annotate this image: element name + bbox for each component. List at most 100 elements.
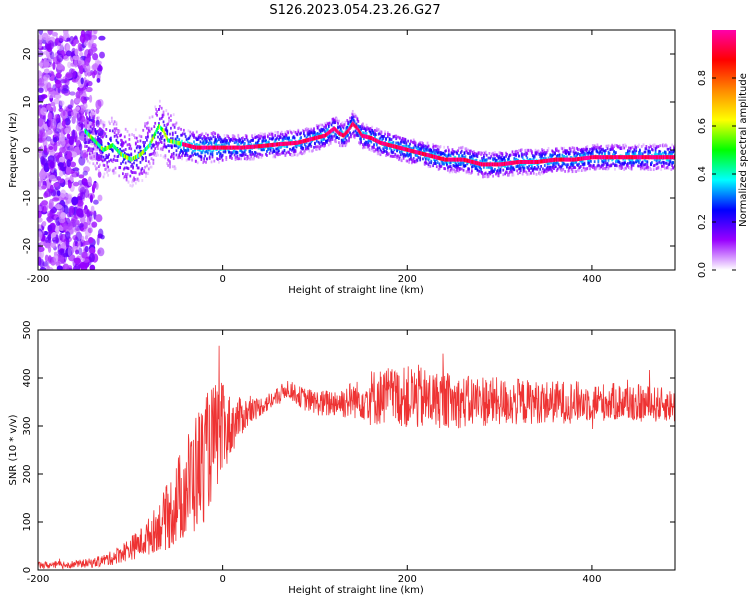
spectrogram-halo-cell [278,134,281,138]
spectrogram-ridge-cell [486,162,489,167]
spectrogram-ridge-cell [492,162,494,167]
spectrogram-halo-cell [89,138,92,141]
spectrogram-halo-cell [429,164,432,168]
spectrogram-ridge-cell [117,148,119,153]
spectrogram-halo-cell [637,164,639,168]
spectrogram-noise-cell [73,135,77,143]
spectrogram-halo-cell [353,112,356,116]
spectrogram-halo-cell [582,162,585,166]
spectrogram-halo-cell [590,150,593,154]
spectrogram-noise-cell [38,30,44,36]
spectrogram-halo-cell [603,167,606,170]
spectrogram-halo-cell [265,152,267,156]
spectrogram-halo-cell [458,155,460,159]
spectrogram-ridge-cell [212,145,215,150]
spectrogram-halo-cell [85,111,87,115]
spectrogram-halo-cell [132,166,134,170]
spectrogram-halo-cell [88,140,91,144]
spectrogram-halo-cell [422,150,425,154]
spectrogram-halo-cell [165,145,168,149]
spectrogram-ridge-cell [458,157,461,162]
spectrogram-halo-cell [627,146,630,150]
spectrogram-halo-cell [395,137,398,141]
spectrogram-halo-cell [301,152,303,156]
spectrogram-noise-cell [78,65,84,74]
spectrogram-halo-cell [207,148,210,152]
spectrogram-halo-cell [568,147,571,151]
spectrogram-halo-cell [113,154,116,158]
spectrogram-halo-cell [587,151,590,155]
spectrogram-halo-cell [335,140,338,144]
spectrogram-ridge-cell [664,155,667,160]
spectrogram-halo-cell [386,150,388,154]
spectrogram-halo-cell [437,154,440,158]
spectrogram-halo-cell [602,162,605,166]
spectrogram-halo-cell [170,118,172,122]
spectrogram-halo-cell [338,125,341,129]
spectrogram-halo-cell [366,145,369,149]
spectrogram-noise-cell [84,79,89,90]
spectrogram-halo-cell [225,156,228,159]
spectrogram-halo-cell [514,150,517,154]
spectrogram-ridge-cell [562,157,564,162]
spectrogram-halo-cell [396,156,398,160]
spectrogram-halo-cell [148,162,151,165]
spectrogram-ridge-cell [208,145,211,150]
spectrogram-halo-cell [123,166,126,170]
spectrogram-halo-cell [519,166,522,170]
spectrogram-halo-cell [637,159,639,163]
spectrogram-ridge-cell [85,129,87,134]
spectrogram-halo-cell [603,152,606,156]
spectrogram-halo-cell [299,132,302,136]
spectrogram-halo-cell [100,148,103,152]
spectrogram-halo-cell [90,109,93,113]
spectrogram-ridge-cell [218,145,221,150]
spectrogram-halo-cell [407,139,410,143]
spectrogram-halo-cell [156,141,158,145]
spectrogram-ridge-cell [189,144,192,149]
spectrogram-halo-cell [310,140,313,144]
spectrogram-ridge-cell [665,155,668,160]
spectrogram-ridge-cell [448,157,451,162]
spectrogram-ridge-cell [379,140,382,145]
spectrogram-halo-cell [193,133,195,137]
spectrogram-ridge-cell [374,138,377,143]
spectrogram-halo-cell [482,150,485,154]
spectrogram-halo-cell [491,169,494,173]
spectrogram-halo-cell [184,152,187,155]
spectrogram-ridge-cell [96,141,98,146]
spectrogram-halo-cell [374,131,376,135]
spectrogram-halo-cell [144,122,146,126]
spectrogram-halo-cell [258,135,261,138]
spectrogram-ridge-cell [455,157,457,162]
spectrogram-halo-cell [460,161,463,165]
spectrogram-halo-cell [201,141,204,145]
spectrogram-halo-cell [421,146,423,150]
spectrogram-halo-cell [353,136,356,140]
spectrogram-halo-cell [544,152,547,156]
spectrogram-halo-cell [545,169,548,173]
spectrogram-noise-cell [68,135,75,146]
snr-y-tick-label: 500 [22,320,33,339]
spectrogram-halo-cell [441,161,444,164]
spectrogram-halo-cell [212,131,215,134]
spectrogram-halo-cell [446,166,449,170]
spectrogram-halo-cell [274,130,277,134]
spectrogram-halo-cell [481,151,483,155]
spectrogram-halo-cell [462,168,465,172]
spectrogram-noise-cell [96,77,101,83]
spectrogram-halo-cell [244,148,247,152]
spectrogram-halo-cell [424,157,427,161]
spectrogram-halo-cell [139,171,142,175]
spectrogram-halo-cell [233,141,236,145]
spectrogram-ridge-cell [586,155,588,160]
spectrogram-halo-cell [173,167,176,171]
spectrogram-halo-cell [551,169,554,173]
spectrogram-halo-cell [316,131,319,135]
spectrogram-halo-cell [520,148,523,152]
spectrogram-ridge-cell [210,145,213,150]
spectrogram-halo-cell [669,146,672,150]
spectrogram-halo-cell [277,153,279,157]
spectrogram-halo-cell [599,149,602,153]
spectrogram-ridge-cell [554,157,557,162]
